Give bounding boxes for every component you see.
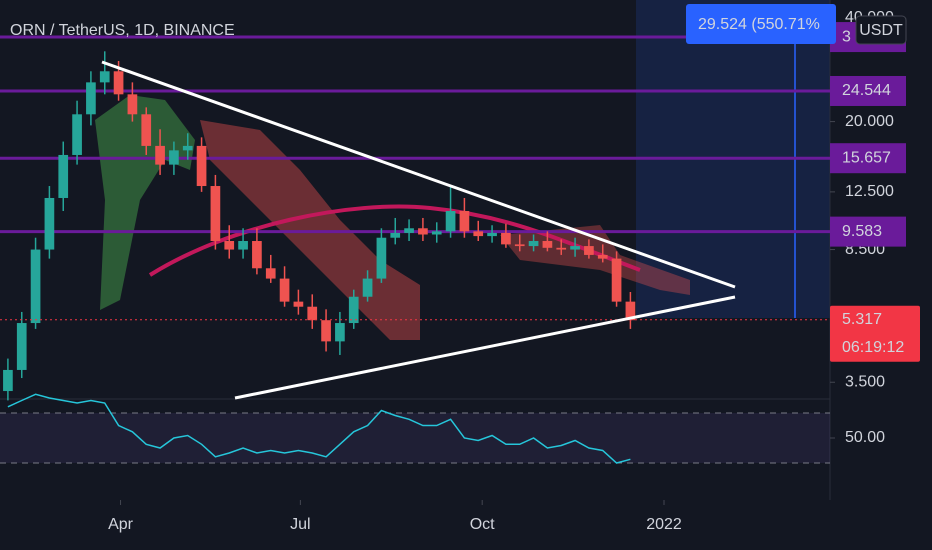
chart-title: ORN / TetherUS, 1D, BINANCE	[10, 22, 235, 39]
candle-body	[556, 247, 567, 250]
candle-body	[528, 241, 539, 247]
level-label: 24.544	[842, 82, 891, 99]
candle-body	[362, 278, 373, 297]
candle-body	[224, 241, 235, 250]
candle-body	[348, 296, 359, 324]
y-tick-label: 20.000	[845, 113, 894, 130]
trend-line	[234, 295, 736, 400]
currency-label[interactable]: USDT	[859, 22, 903, 39]
candle-body	[169, 150, 179, 165]
candle-body	[293, 301, 304, 307]
candle-body	[16, 323, 27, 370]
candle-body	[584, 246, 594, 255]
x-tick-label: 2022	[646, 516, 682, 533]
candle-body	[514, 244, 525, 247]
candle-body	[376, 237, 387, 279]
x-tick-label: Oct	[470, 516, 495, 533]
candle-body	[390, 232, 401, 238]
countdown-label: 06:19:12	[842, 339, 904, 356]
level-box	[830, 216, 906, 247]
candle-body	[335, 323, 345, 342]
candle-body	[597, 254, 608, 259]
last-price-box	[830, 305, 920, 362]
level-box	[830, 143, 906, 174]
candle-body	[252, 241, 262, 269]
candle-body	[431, 231, 442, 235]
candle-body	[487, 232, 497, 237]
candle-body	[445, 211, 456, 232]
candle-body	[501, 232, 511, 245]
candle-body	[44, 197, 55, 250]
x-tick-label: Jul	[290, 516, 310, 533]
candle-body	[418, 228, 428, 235]
candle-body	[404, 228, 414, 233]
x-tick-label: Apr	[108, 516, 134, 533]
candle-body	[86, 82, 96, 115]
level-label: 15.657	[842, 149, 891, 166]
candle-body	[321, 320, 331, 342]
trend-line	[101, 60, 736, 289]
candle-body	[141, 114, 152, 146]
candle-body	[473, 231, 484, 237]
y-tick-label: 3.500	[845, 373, 885, 390]
candle-body	[30, 249, 41, 324]
candle-body	[155, 145, 165, 165]
candle-body	[265, 268, 276, 279]
rsi-line	[7, 393, 631, 464]
candle-body	[238, 241, 248, 250]
candle-body	[58, 154, 69, 198]
moving-average	[148, 204, 641, 277]
candle-body	[459, 211, 470, 232]
level-label: 3	[842, 28, 851, 45]
candle-body	[210, 186, 221, 242]
cloud-green	[95, 95, 195, 310]
candle-body	[3, 369, 13, 392]
rsi-band	[0, 413, 830, 463]
candle-body	[279, 278, 290, 302]
candle-body	[182, 145, 193, 151]
last-price-label: 5.317	[842, 311, 882, 328]
measure-label: 29.524 (550.71%	[698, 16, 820, 33]
candle-body	[113, 71, 124, 95]
y-tick-label: 50.00	[845, 429, 885, 446]
candle-body	[625, 301, 636, 321]
level-label: 9.583	[842, 223, 882, 240]
candle-body	[307, 306, 318, 321]
candle-body	[542, 241, 553, 248]
y-tick-label: 12.500	[845, 183, 894, 200]
candle-body	[196, 145, 207, 187]
candle-body	[611, 258, 622, 302]
candle-body	[127, 94, 138, 115]
candle-body	[72, 114, 82, 155]
measure-box	[686, 4, 836, 44]
candle-body	[99, 71, 110, 83]
currency-button[interactable]	[855, 15, 907, 45]
candle-body	[570, 246, 580, 250]
level-box	[830, 75, 906, 106]
